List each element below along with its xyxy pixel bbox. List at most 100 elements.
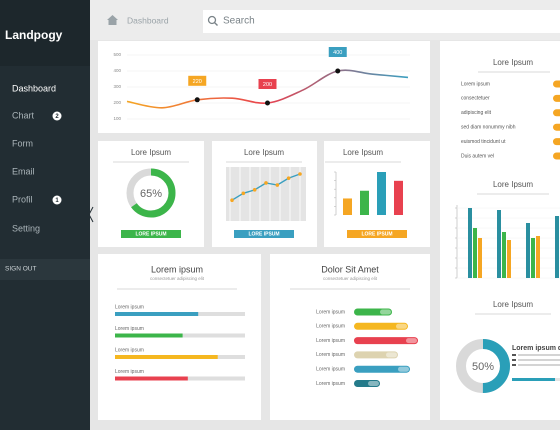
bar-pill — [398, 366, 409, 372]
bar-pill — [396, 323, 407, 329]
collapse-notch[interactable] — [90, 200, 95, 229]
value-label: 220 — [193, 79, 202, 85]
toggle[interactable] — [553, 138, 560, 146]
menu-item[interactable]: Form — [12, 138, 33, 148]
bar — [354, 308, 392, 316]
card-subtitle: consectetuer adipiscing elit — [323, 276, 378, 281]
card-title: Lore Ipsum — [493, 300, 533, 309]
card-title: Lore Ipsum — [131, 148, 171, 157]
toggle[interactable] — [553, 152, 560, 160]
point-marker — [286, 176, 291, 180]
bar — [536, 236, 540, 278]
bar — [360, 190, 369, 215]
menu-item[interactable]: Profil — [12, 194, 33, 204]
card-subtitle: consectetuer adipiscing elit — [150, 276, 205, 281]
bar-label: Lorem ipsum — [316, 309, 345, 315]
progress-fill — [115, 312, 199, 316]
list-item: euismod tincidunt ut — [461, 139, 506, 145]
button[interactable] — [347, 230, 407, 238]
bar-pill — [386, 352, 397, 358]
menu-item[interactable]: Chart — [12, 110, 35, 120]
point-marker — [298, 172, 302, 176]
button[interactable] — [121, 230, 181, 238]
button-label[interactable]: LORE IPSUM — [361, 232, 392, 238]
sidebar — [0, 0, 90, 430]
bar — [473, 228, 477, 278]
value-label-box — [258, 79, 277, 89]
card — [98, 141, 204, 247]
bar — [354, 365, 410, 373]
y-tick-label: 500 — [113, 52, 121, 57]
bar-label: Lorem ipsum — [316, 352, 345, 358]
point-marker — [194, 97, 200, 103]
menu-item[interactable]: Email — [12, 166, 35, 176]
bar-pill — [368, 381, 379, 386]
button-label[interactable]: LORE IPSUM — [248, 232, 279, 238]
bar — [497, 210, 501, 278]
menu-item[interactable]: Dashboard — [12, 83, 56, 93]
bar-label: Lorem ipsum — [316, 324, 345, 330]
search-box[interactable] — [203, 10, 560, 33]
progress-label: Lorem ipsum — [115, 369, 144, 375]
list-item: adipiscing elit — [461, 110, 492, 116]
search-placeholder[interactable]: Search — [223, 16, 255, 27]
y-tick-label: 100 — [113, 116, 121, 121]
toggle[interactable] — [553, 123, 560, 131]
point-marker — [230, 198, 234, 203]
bar-pill — [406, 338, 417, 344]
bar — [354, 322, 408, 330]
button[interactable] — [234, 230, 294, 238]
brand-area — [0, 0, 90, 66]
card-title: Lore Ipsum — [493, 180, 533, 189]
card-title: Lorem ipsum — [151, 264, 203, 274]
legend-swatch — [512, 364, 516, 366]
progress-label: Lorem ipsum — [115, 347, 144, 353]
progress-label: Lorem ipsum — [115, 304, 144, 310]
bar-pill — [380, 309, 391, 315]
sign-out[interactable]: SIGN OUT — [5, 266, 36, 273]
bar — [468, 208, 472, 278]
bar-label: Lorem ipsum — [316, 381, 345, 387]
badge-count: 1 — [55, 198, 59, 204]
home-icon[interactable] — [107, 15, 118, 25]
card-title: Lore Ipsum — [493, 58, 533, 67]
toggle[interactable] — [553, 109, 560, 117]
list-item: Duis autem vel — [461, 153, 494, 159]
donut-label: 65% — [140, 188, 162, 200]
sign-out-band[interactable] — [0, 259, 90, 280]
donut-arc — [456, 339, 510, 393]
menu-item[interactable]: Setting — [12, 223, 40, 233]
badge — [52, 195, 62, 205]
progress-fill — [115, 355, 218, 359]
bar — [555, 216, 559, 278]
progress-label: Lorem ipsum — [115, 326, 144, 332]
list-item: consectetuer — [461, 96, 490, 102]
y-tick-label: 200 — [113, 100, 121, 105]
point-marker — [265, 100, 270, 106]
card-title: Dolor Sit Amet — [321, 264, 379, 274]
bar — [507, 240, 511, 278]
value-label-box — [188, 75, 207, 86]
bar — [478, 238, 482, 278]
legend-swatch — [512, 359, 516, 361]
toggle[interactable] — [553, 80, 560, 88]
bar-label: Lorem ipsum — [316, 367, 345, 373]
card — [270, 254, 430, 420]
progress-fill — [115, 376, 188, 381]
caption-fill — [512, 378, 555, 381]
collapse-arrow[interactable] — [88, 206, 94, 223]
search-icon — [207, 15, 217, 25]
button-label[interactable]: LORE IPSUM — [135, 232, 166, 238]
legend-swatch — [512, 354, 516, 356]
value-label-box — [328, 47, 347, 57]
bar — [531, 238, 535, 278]
point-marker — [275, 183, 280, 187]
breadcrumb[interactable]: Dashboard — [127, 15, 169, 25]
bar-label: Lorem ipsum — [316, 338, 345, 344]
plot-bg — [226, 167, 306, 221]
search-icon-handle — [214, 22, 218, 26]
toggle[interactable] — [553, 94, 560, 102]
progress-fill — [115, 333, 183, 338]
